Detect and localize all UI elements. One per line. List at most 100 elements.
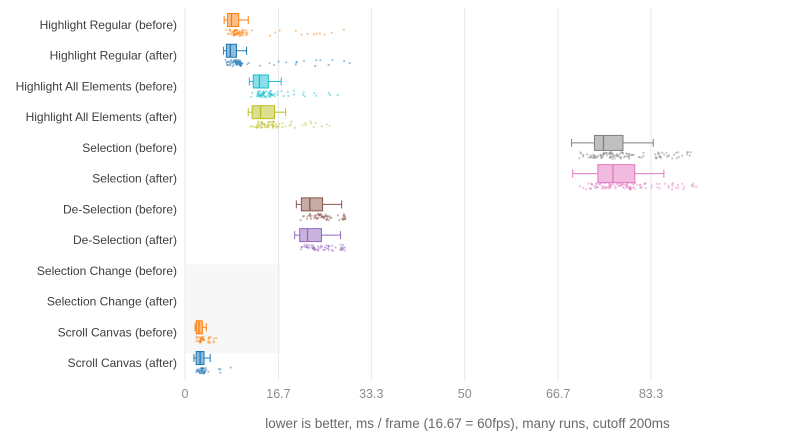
data-point <box>683 185 686 188</box>
data-point <box>342 28 345 31</box>
data-point <box>237 62 240 66</box>
category-label: Selection Change (before) <box>37 264 177 278</box>
data-point <box>324 215 327 218</box>
data-point <box>339 248 343 251</box>
data-point <box>256 92 260 95</box>
box[interactable] <box>299 228 322 243</box>
data-point <box>325 217 328 221</box>
data-point <box>628 153 631 157</box>
data-point <box>617 154 620 157</box>
data-point <box>285 61 288 64</box>
data-point <box>203 370 206 373</box>
data-point <box>275 125 278 128</box>
data-point <box>343 246 346 249</box>
box[interactable] <box>597 164 636 184</box>
data-point <box>234 29 238 32</box>
data-point <box>620 183 623 186</box>
category-label: Scroll Canvas (before) <box>58 325 177 339</box>
data-point <box>607 185 611 188</box>
data-point <box>231 61 235 64</box>
data-point <box>236 33 239 36</box>
data-point <box>234 61 237 64</box>
box[interactable] <box>225 43 237 58</box>
data-point <box>229 366 232 369</box>
data-point <box>674 186 677 190</box>
data-point <box>625 152 628 155</box>
box[interactable] <box>251 105 276 120</box>
data-point <box>229 30 232 33</box>
box-row-highlight-all-elements-before[interactable]: Highlight All Elements (before) <box>16 74 339 99</box>
box-row-highlight-all-elements-after[interactable]: Highlight All Elements (after) <box>26 105 331 129</box>
box-row-highlight-regular-before[interactable]: Highlight Regular (before) <box>40 13 345 37</box>
data-point <box>607 152 611 155</box>
data-point <box>228 28 231 31</box>
data-point <box>585 188 588 191</box>
box[interactable] <box>252 74 269 89</box>
data-point <box>330 248 333 252</box>
data-point <box>240 33 243 36</box>
data-point <box>256 92 259 95</box>
data-point <box>309 215 312 218</box>
data-point <box>229 62 232 65</box>
data-point <box>250 95 253 98</box>
data-point <box>260 92 264 95</box>
box-row-de-selection-after[interactable]: De-Selection (after) <box>73 228 346 252</box>
data-point <box>642 151 645 154</box>
data-point <box>272 125 275 128</box>
data-point <box>621 151 624 154</box>
data-point <box>610 153 614 156</box>
box-row-de-selection-before[interactable]: De-Selection (before) <box>63 197 347 222</box>
box-row-selection-before[interactable]: Selection (before) <box>82 134 692 160</box>
data-point <box>310 214 313 217</box>
data-point <box>286 90 289 93</box>
data-point <box>343 214 346 218</box>
box-row-selection-change-before[interactable]: Selection Change (before) <box>37 264 177 278</box>
data-point <box>234 62 237 65</box>
data-point <box>197 340 201 343</box>
data-point <box>659 155 662 158</box>
data-point <box>202 338 205 341</box>
data-point <box>245 33 248 36</box>
data-point <box>331 58 334 62</box>
box-row-scroll-canvas-after[interactable]: Scroll Canvas (after) <box>68 351 232 375</box>
data-point <box>312 247 316 250</box>
data-point <box>655 157 658 160</box>
data-point <box>217 368 220 371</box>
data-point <box>626 186 629 189</box>
box[interactable] <box>300 197 324 212</box>
box[interactable] <box>593 134 624 151</box>
data-point <box>671 182 674 186</box>
data-point <box>231 61 234 64</box>
data-point <box>615 154 618 157</box>
data-point <box>638 155 641 159</box>
data-point <box>692 185 695 188</box>
data-point <box>257 94 261 97</box>
data-point <box>201 337 204 340</box>
data-point <box>238 34 241 37</box>
data-point <box>619 184 622 187</box>
data-point <box>623 155 626 159</box>
data-point <box>600 156 603 159</box>
box-row-selection-after[interactable]: Selection (after) <box>92 164 698 191</box>
box[interactable] <box>227 13 240 27</box>
data-point <box>305 246 308 249</box>
data-point <box>200 340 203 343</box>
data-point <box>251 29 254 32</box>
data-point <box>605 154 609 157</box>
data-point <box>231 65 234 68</box>
data-point <box>235 29 239 32</box>
box-row-scroll-canvas-before[interactable]: Scroll Canvas (before) <box>58 320 218 344</box>
data-point <box>241 31 244 35</box>
data-point <box>259 64 262 67</box>
data-point <box>602 152 605 155</box>
data-point <box>627 155 630 158</box>
data-point <box>263 123 267 126</box>
data-point <box>196 369 199 372</box>
data-point <box>263 91 266 94</box>
data-point <box>266 126 269 129</box>
data-point <box>204 366 207 370</box>
box-row-highlight-regular-after[interactable]: Highlight Regular (after) <box>50 43 351 68</box>
data-point <box>239 61 242 64</box>
box-row-selection-change-after[interactable]: Selection Change (after) <box>47 295 177 309</box>
data-point <box>322 248 325 251</box>
